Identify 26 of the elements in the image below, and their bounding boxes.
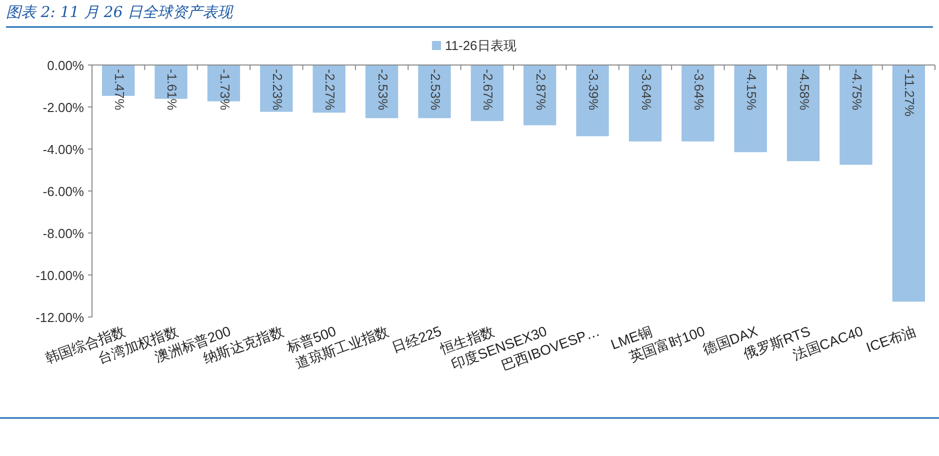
data-label: -1.47% xyxy=(112,69,127,111)
y-tick-label: -4.00% xyxy=(42,142,84,157)
data-label: -2.87% xyxy=(533,69,548,111)
chart-title: 图表 2: 11 月 26 日全球资产表现 xyxy=(6,3,235,21)
y-tick-label: -10.00% xyxy=(36,268,84,283)
data-label: -1.61% xyxy=(164,69,180,111)
y-tick-label: 0.00% xyxy=(47,58,84,73)
data-label: -4.75% xyxy=(850,69,865,111)
y-tick-label: -2.00% xyxy=(42,100,84,115)
y-tick-label: -6.00% xyxy=(42,184,84,199)
data-label: -11.27% xyxy=(902,69,918,117)
data-label: -2.27% xyxy=(322,69,338,111)
y-tick-label: -8.00% xyxy=(42,226,84,241)
x-tick-label: ICE布油 xyxy=(864,322,918,356)
data-label: -2.23% xyxy=(270,69,285,111)
data-label: -3.64% xyxy=(691,69,706,111)
data-label: -4.58% xyxy=(796,69,812,111)
legend-label: 11-26日表现 xyxy=(445,38,516,53)
data-label: -4.15% xyxy=(744,69,760,111)
y-tick-label: -12.00% xyxy=(36,310,84,325)
data-label: -1.73% xyxy=(217,69,232,111)
data-label: -2.67% xyxy=(480,69,496,111)
data-label: -3.64% xyxy=(638,69,654,111)
data-label: -3.39% xyxy=(586,69,602,111)
data-label: -2.53% xyxy=(428,69,444,111)
data-label: -2.53% xyxy=(375,69,390,111)
